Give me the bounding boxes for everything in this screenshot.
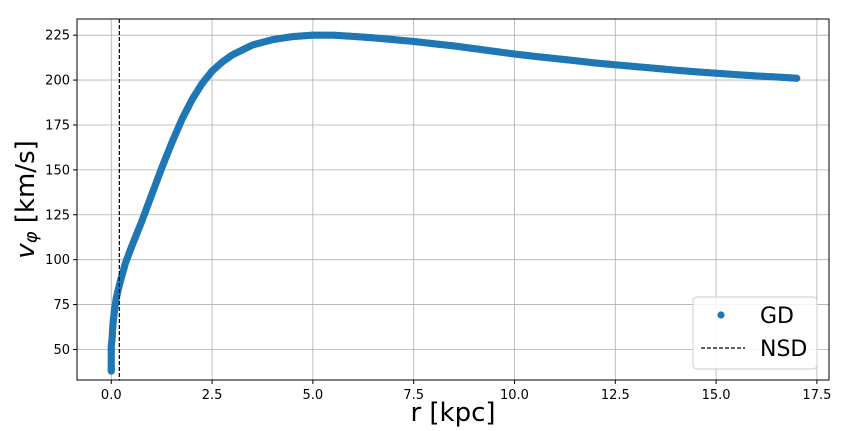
- legend-gd-marker: [717, 311, 725, 319]
- x-tick-label: 7.5: [403, 388, 424, 403]
- x-tick-label: 0.0: [101, 388, 122, 403]
- y-tick-label: 100: [45, 253, 70, 268]
- y-tick-label: 200: [45, 74, 70, 89]
- y-tick-label: 75: [53, 298, 70, 313]
- legend-gd-label: GD: [760, 304, 794, 329]
- axis-ticks: 0.0 2.5 5.0 7.5 10.0 12.5 15.0 17.5 50 75 100 125 15…: [45, 29, 831, 403]
- y-tick-label: 175: [45, 118, 70, 133]
- plot-data: [107, 19, 801, 380]
- x-tick-label: 2.5: [202, 388, 223, 403]
- gd-series: [107, 31, 801, 375]
- gd-point: [793, 74, 801, 82]
- x-tick-label: 5.0: [303, 388, 324, 403]
- x-axis-title: r [kpc]: [410, 398, 495, 428]
- legend-nsd-label: NSD: [760, 337, 807, 362]
- x-tick-label: 12.5: [601, 388, 630, 403]
- x-tick-label: 17.5: [802, 388, 831, 403]
- legend: GD NSD: [692, 296, 818, 370]
- y-tick-label: 125: [45, 208, 70, 223]
- x-tick-label: 15.0: [702, 388, 731, 403]
- y-axis-title: vφ [km/s]: [11, 140, 43, 259]
- plot-frame: [76, 18, 830, 381]
- x-tick-label: 10.0: [500, 388, 529, 403]
- y-tick-label: 225: [45, 29, 70, 44]
- y-tick-label: 50: [53, 343, 70, 358]
- y-tick-label: 150: [45, 163, 70, 178]
